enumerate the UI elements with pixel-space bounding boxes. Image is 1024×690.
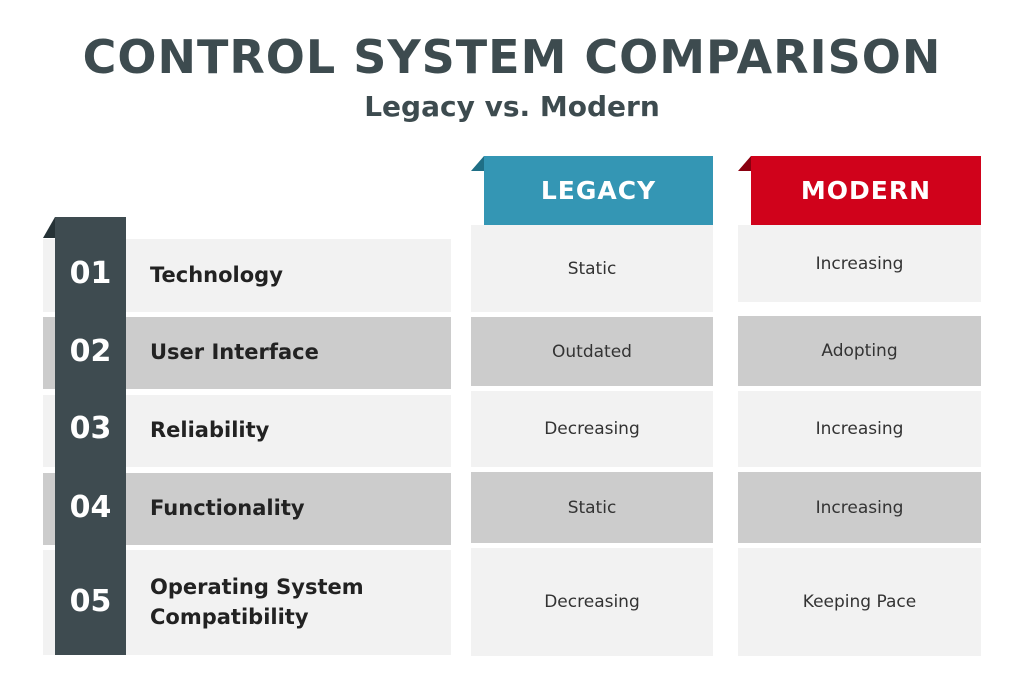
legacy-cell: Decreasing: [471, 391, 713, 467]
number-ribbon: [55, 217, 126, 655]
ribbon-fold: [43, 217, 55, 238]
row-number: 05: [69, 584, 112, 619]
criteria-label: Operating System Compatibility: [150, 575, 364, 629]
page-subtitle: Legacy vs. Modern: [364, 90, 660, 123]
row-number: 02: [69, 334, 112, 369]
legacy-column-header: LEGACY: [484, 156, 713, 225]
modern-header-fold: [738, 156, 751, 171]
row-number: 03: [69, 411, 112, 446]
row-number: 01: [69, 256, 112, 291]
modern-cell: Increasing: [738, 225, 981, 302]
page-title: CONTROL SYSTEM COMPARISON: [82, 30, 942, 84]
row-number: 04: [69, 490, 112, 525]
legacy-cell: Static: [471, 472, 713, 543]
criteria-label: Functionality: [150, 496, 305, 521]
legacy-cell: Decreasing: [471, 548, 713, 656]
modern-cell: Keeping Pace: [738, 548, 981, 656]
criteria-label: User Interface: [150, 340, 319, 365]
legacy-cell: Outdated: [471, 317, 713, 386]
legacy-header-fold: [471, 156, 484, 171]
modern-cell: Increasing: [738, 472, 981, 543]
criteria-label: Reliability: [150, 418, 270, 443]
modern-column-header: MODERN: [751, 156, 981, 225]
modern-cell: Increasing: [738, 391, 981, 467]
criteria-label: Technology: [150, 262, 283, 287]
modern-cell: Adopting: [738, 316, 981, 386]
legacy-cell: Static: [471, 225, 713, 312]
